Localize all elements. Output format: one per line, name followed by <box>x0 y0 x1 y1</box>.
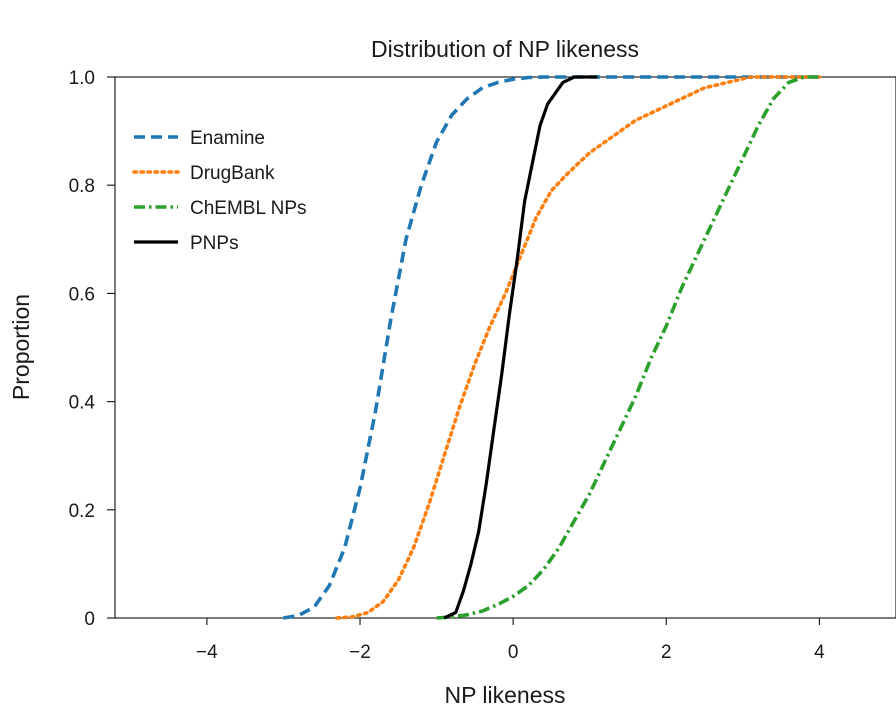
y-tick-label: 0.8 <box>69 176 95 197</box>
series-layer <box>283 75 822 620</box>
y-tick-label: 0.2 <box>69 501 95 522</box>
y-tick-label: 0.4 <box>69 393 96 414</box>
x-tick-label: 2 <box>661 642 672 663</box>
x-tick-label: −2 <box>349 642 371 663</box>
legend: Enamine DrugBank ChEMBL NPs PNPs <box>132 128 307 254</box>
plot-frame <box>114 76 896 619</box>
x-axis: −4 −2 0 2 4 <box>196 618 825 663</box>
legend-label: Enamine <box>190 128 265 149</box>
x-tick-label: 0 <box>508 642 519 663</box>
x-tick-label: 4 <box>814 642 825 663</box>
series-line-enamine <box>283 75 820 620</box>
y-tick-label: 1.0 <box>69 68 95 89</box>
series-line-chembl-nps <box>436 75 820 620</box>
legend-label: DrugBank <box>190 163 275 184</box>
x-tick-label: −4 <box>196 642 218 663</box>
chart-title: Distribution of NP likeness <box>371 36 639 62</box>
legend-label: ChEMBL NPs <box>190 198 307 219</box>
x-axis-title: NP likeness <box>444 682 565 708</box>
legend-label: PNPs <box>190 233 239 254</box>
y-tick-label: 0 <box>84 609 95 630</box>
y-axis-title: Proportion <box>8 294 34 400</box>
y-axis: 0 0.2 0.4 0.6 0.8 1.0 <box>69 68 115 630</box>
series-line-drugbank <box>335 75 822 620</box>
y-tick-label: 0.6 <box>69 284 95 305</box>
series-line-pnps <box>443 75 598 620</box>
